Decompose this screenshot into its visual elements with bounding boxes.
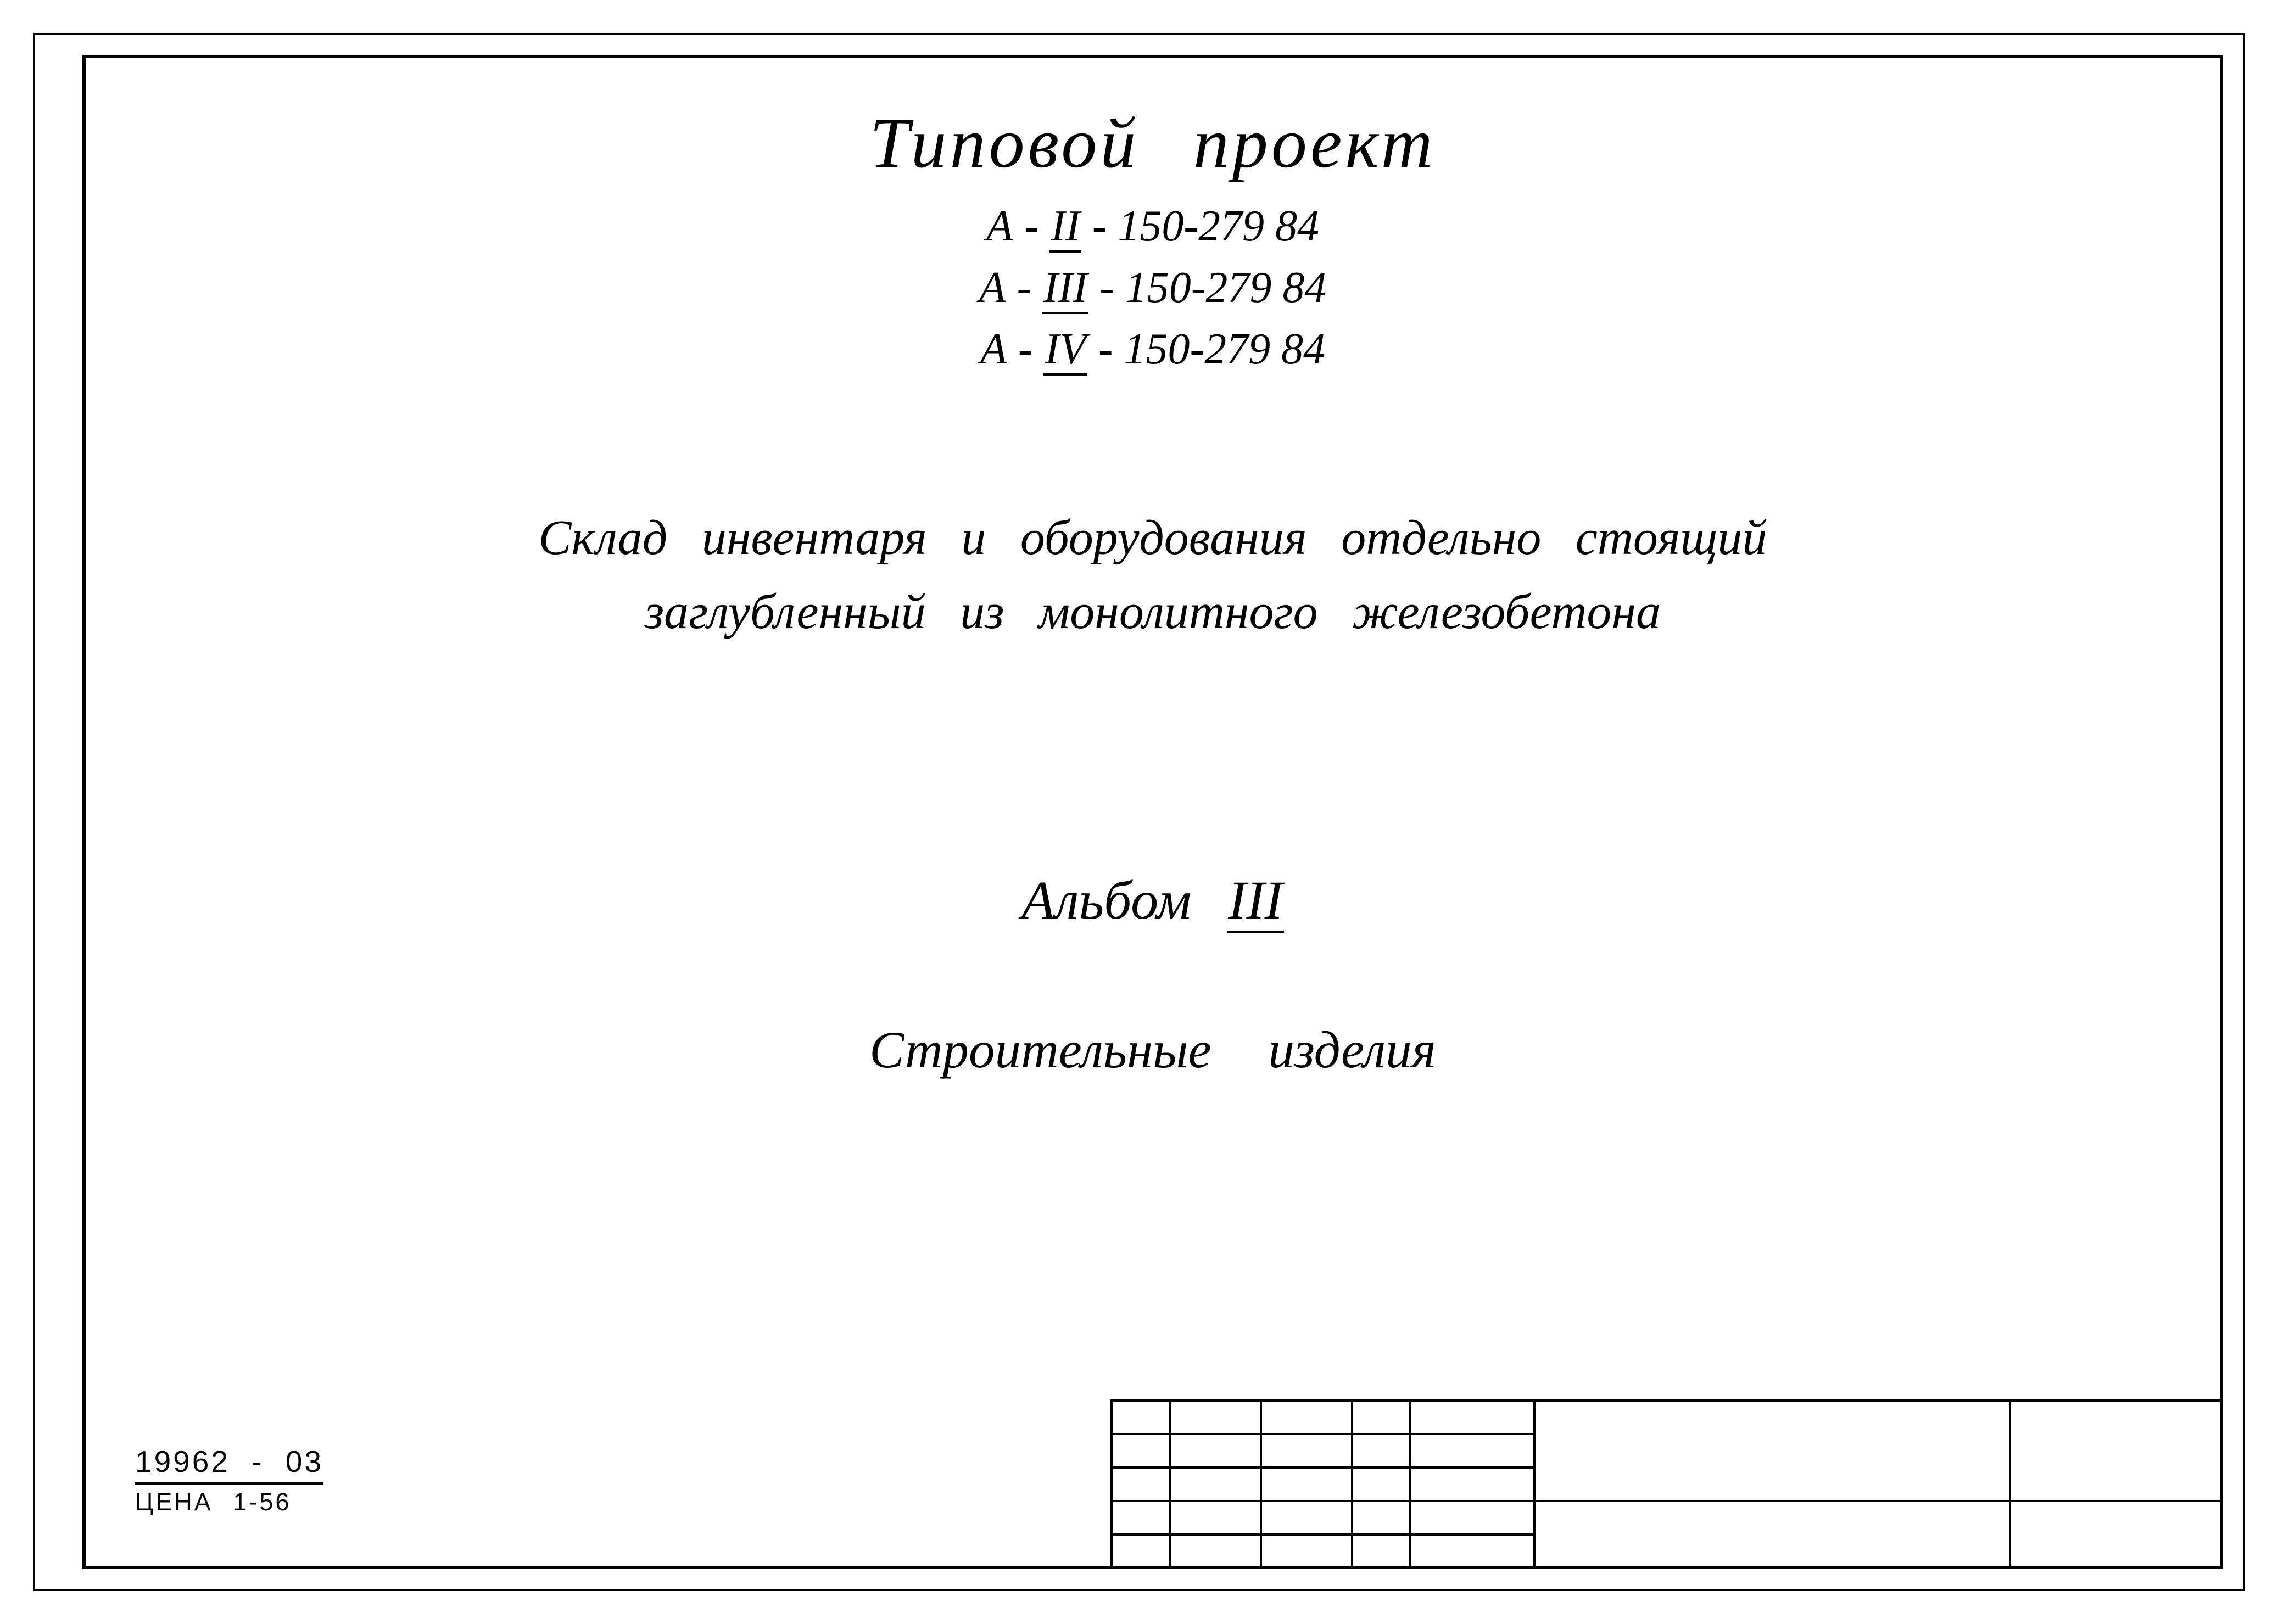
stamp-cell-large [1534, 1401, 2010, 1501]
stamp-cell [1112, 1401, 1170, 1434]
description-line-1: Склад инвентаря и оборудования отдельно … [86, 501, 2220, 575]
stamp-cell [1261, 1434, 1352, 1468]
stamp-cell [1410, 1501, 1534, 1535]
page: Типовой проект А - II - 150-279 84 А - I… [0, 0, 2278, 1624]
code-roman: III [1042, 264, 1088, 314]
code-suffix: - 150-279 84 [1081, 202, 1319, 250]
stamp-cell [1261, 1535, 1352, 1568]
album-heading: Альбом III [86, 869, 2220, 932]
code-roman: II [1049, 202, 1081, 253]
code-line-1: А - II - 150-279 84 [86, 195, 2220, 257]
stamp-cell-large [1534, 1501, 2010, 1568]
code-line-3: А - IV - 150-279 84 [86, 318, 2220, 380]
section-subtitle: Строительные изделия [86, 1020, 2220, 1080]
album-label: Альбом [1021, 870, 1191, 931]
code-prefix: А - [979, 264, 1043, 312]
stamp-cell [1112, 1468, 1170, 1501]
stamp-table [1110, 1399, 2223, 1569]
stamp-cell-large [2010, 1501, 2222, 1568]
code-suffix: - 150-279 84 [1088, 264, 1326, 312]
project-codes: А - II - 150-279 84 А - III - 150-279 84… [86, 195, 2220, 380]
stamp-cell [1112, 1501, 1170, 1535]
stamp-cell [1410, 1468, 1534, 1501]
code-suffix: - 150-279 84 [1087, 325, 1325, 373]
stamp-cell [1410, 1434, 1534, 1468]
stamp-cell [1261, 1501, 1352, 1535]
content-area: Типовой проект А - II - 150-279 84 А - I… [86, 58, 2220, 1566]
stamp-cell [1352, 1401, 1410, 1434]
stamp-cell [1410, 1401, 1534, 1434]
stamp-cell [1352, 1535, 1410, 1568]
stamp-cell [1352, 1434, 1410, 1468]
project-title: Типовой проект [86, 102, 2220, 184]
inner-frame: Типовой проект А - II - 150-279 84 А - I… [82, 55, 2223, 1569]
stamp-cell [1410, 1535, 1534, 1568]
code-line-2: А - III - 150-279 84 [86, 257, 2220, 318]
stamp-cell [1170, 1535, 1261, 1568]
stamp-cell [1112, 1434, 1170, 1468]
description-line-2: заглубленный из монолитного железобетона [86, 575, 2220, 649]
stamp-row [1112, 1401, 2222, 1434]
footer-inventory-block: 19962 - 03 ЦЕНА 1-56 [135, 1444, 323, 1516]
code-prefix: А - [980, 325, 1044, 373]
stamp-cell-large [2010, 1401, 2222, 1501]
inventory-number: 19962 - 03 [135, 1444, 323, 1485]
stamp-cell [1261, 1468, 1352, 1501]
price-label: ЦЕНА 1-56 [135, 1488, 323, 1516]
code-prefix: А - [986, 202, 1050, 250]
stamp-cell [1352, 1501, 1410, 1535]
stamp-cell [1170, 1434, 1261, 1468]
stamp-cell [1112, 1535, 1170, 1568]
code-roman: IV [1043, 325, 1087, 376]
stamp-cell [1170, 1401, 1261, 1434]
stamp-cell [1170, 1468, 1261, 1501]
stamp-cell [1261, 1401, 1352, 1434]
stamp-row [1112, 1501, 2222, 1535]
project-description: Склад инвентаря и оборудования отдельно … [86, 501, 2220, 649]
album-roman: III [1227, 870, 1284, 933]
title-block-stamp [1110, 1399, 2223, 1569]
stamp-cell [1170, 1501, 1261, 1535]
stamp-cell [1352, 1468, 1410, 1501]
